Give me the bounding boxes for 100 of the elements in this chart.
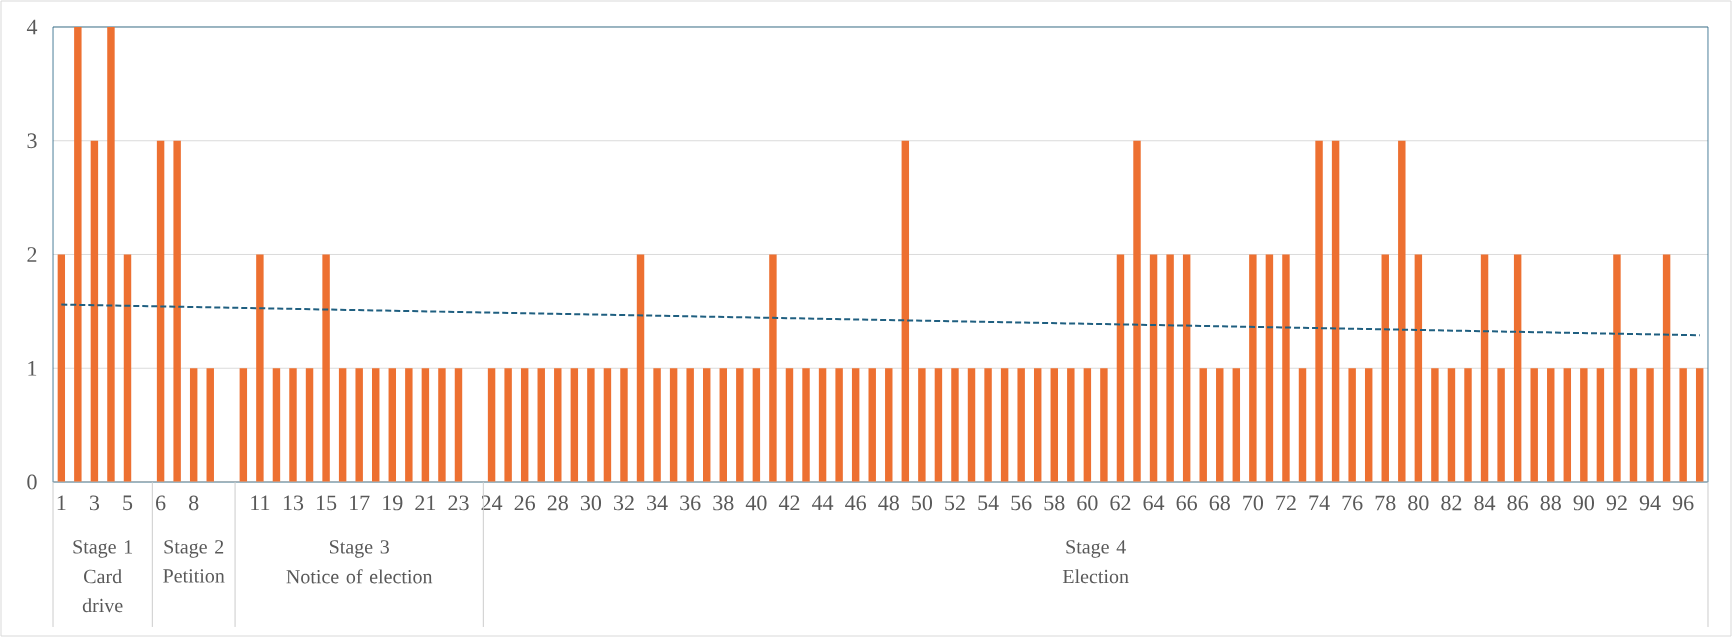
x-tick-label: 74	[1309, 495, 1330, 510]
x-tick-label: 32	[614, 495, 634, 511]
x-tick-label: 96	[1672, 495, 1694, 511]
bar	[156, 140, 165, 482]
bar	[934, 368, 943, 482]
x-tick-label: 42	[778, 495, 800, 511]
x-tick-label: 50	[912, 495, 933, 511]
bar	[818, 368, 827, 482]
bar	[1199, 368, 1207, 482]
x-tick-label: 21	[415, 495, 436, 511]
x-tick-label: 52	[945, 495, 965, 511]
bar	[1116, 254, 1125, 482]
bar	[1182, 254, 1191, 482]
bar	[239, 368, 248, 482]
bar	[1348, 368, 1356, 482]
x-tick-label: 54	[978, 495, 999, 511]
bar	[537, 368, 545, 482]
x-tick-label: 94	[1639, 495, 1661, 511]
x-tick-label: 1	[57, 495, 66, 511]
bar	[620, 368, 628, 482]
bar	[951, 368, 959, 482]
x-tick-label: 13	[283, 495, 304, 511]
bar	[1480, 254, 1489, 482]
bar	[454, 368, 463, 482]
bar	[901, 140, 910, 482]
x-tick-label: 3	[89, 495, 100, 511]
x-tick-label: 56	[1011, 495, 1032, 511]
bar	[802, 368, 810, 482]
bar	[1662, 254, 1671, 482]
y-tick-label: 4	[26, 19, 38, 35]
bar	[851, 368, 860, 482]
bar	[1646, 368, 1654, 482]
bar	[520, 368, 529, 482]
bar	[984, 368, 992, 482]
x-tick-label: 24	[481, 495, 503, 511]
x-tick-label: 86	[1507, 495, 1528, 511]
y-tick-label: 3	[27, 133, 37, 149]
bar	[1282, 254, 1290, 482]
x-tick-label: 88	[1540, 495, 1561, 511]
x-tick-label: 76	[1342, 495, 1363, 511]
y-tick-label: 1	[28, 360, 37, 376]
bar	[918, 368, 926, 482]
bar	[1381, 254, 1389, 482]
bar	[504, 368, 512, 482]
y-tick-label: 2	[27, 247, 37, 262]
bar	[653, 368, 661, 482]
x-tick-label: 78	[1375, 495, 1396, 511]
x-tick-label: 80	[1408, 495, 1429, 511]
bar	[421, 368, 430, 482]
x-tick-label: 5	[123, 495, 133, 511]
x-tick-label: 8	[189, 495, 199, 511]
bar	[868, 368, 876, 482]
bar	[90, 140, 99, 482]
x-tick-label: 19	[383, 495, 403, 511]
bar	[405, 368, 413, 482]
bar	[1166, 254, 1174, 482]
bar	[1000, 368, 1009, 482]
bar	[189, 368, 198, 482]
bar	[57, 254, 66, 482]
x-tick-label: 46	[845, 495, 867, 511]
x-tick-label: 62	[1110, 495, 1131, 511]
bar	[107, 26, 115, 482]
x-tick-label: 70	[1243, 495, 1264, 511]
x-tick-label: 90	[1573, 495, 1595, 511]
x-tick-label: 28	[547, 495, 568, 511]
bar	[1414, 254, 1423, 482]
bar	[1249, 254, 1257, 482]
x-tick-label: 36	[680, 495, 701, 511]
bar	[1563, 368, 1572, 482]
y-tick-label: 0	[27, 474, 37, 490]
x-tick-label: 64	[1143, 495, 1165, 511]
text: Petition	[163, 569, 225, 583]
bar	[1364, 368, 1373, 482]
bar	[123, 254, 132, 482]
x-tick-label: 6	[156, 495, 166, 511]
bar	[1513, 254, 1522, 482]
bar	[686, 368, 694, 482]
x-tick-label: 82	[1441, 495, 1462, 511]
bar	[719, 368, 727, 482]
x-tick-label: 92	[1606, 495, 1627, 511]
text: Card drive	[82, 569, 123, 613]
bar	[967, 368, 976, 482]
bar	[1149, 254, 1158, 482]
x-tick-label: 66	[1176, 495, 1198, 511]
bar	[736, 368, 744, 482]
bar	[835, 368, 843, 482]
x-tick-label: 72	[1276, 495, 1296, 511]
bar	[1580, 368, 1588, 482]
x-tick-label: 30	[580, 495, 602, 511]
bar	[587, 368, 595, 482]
bar	[1431, 368, 1439, 482]
bar	[1398, 140, 1406, 482]
bar	[1133, 140, 1141, 482]
bar	[669, 368, 678, 482]
x-tick-label: 44	[812, 495, 834, 510]
bar	[1596, 368, 1605, 482]
bar	[1547, 368, 1555, 482]
text: Stage 4	[1066, 540, 1126, 558]
bar	[438, 368, 446, 482]
bar	[1695, 368, 1704, 482]
